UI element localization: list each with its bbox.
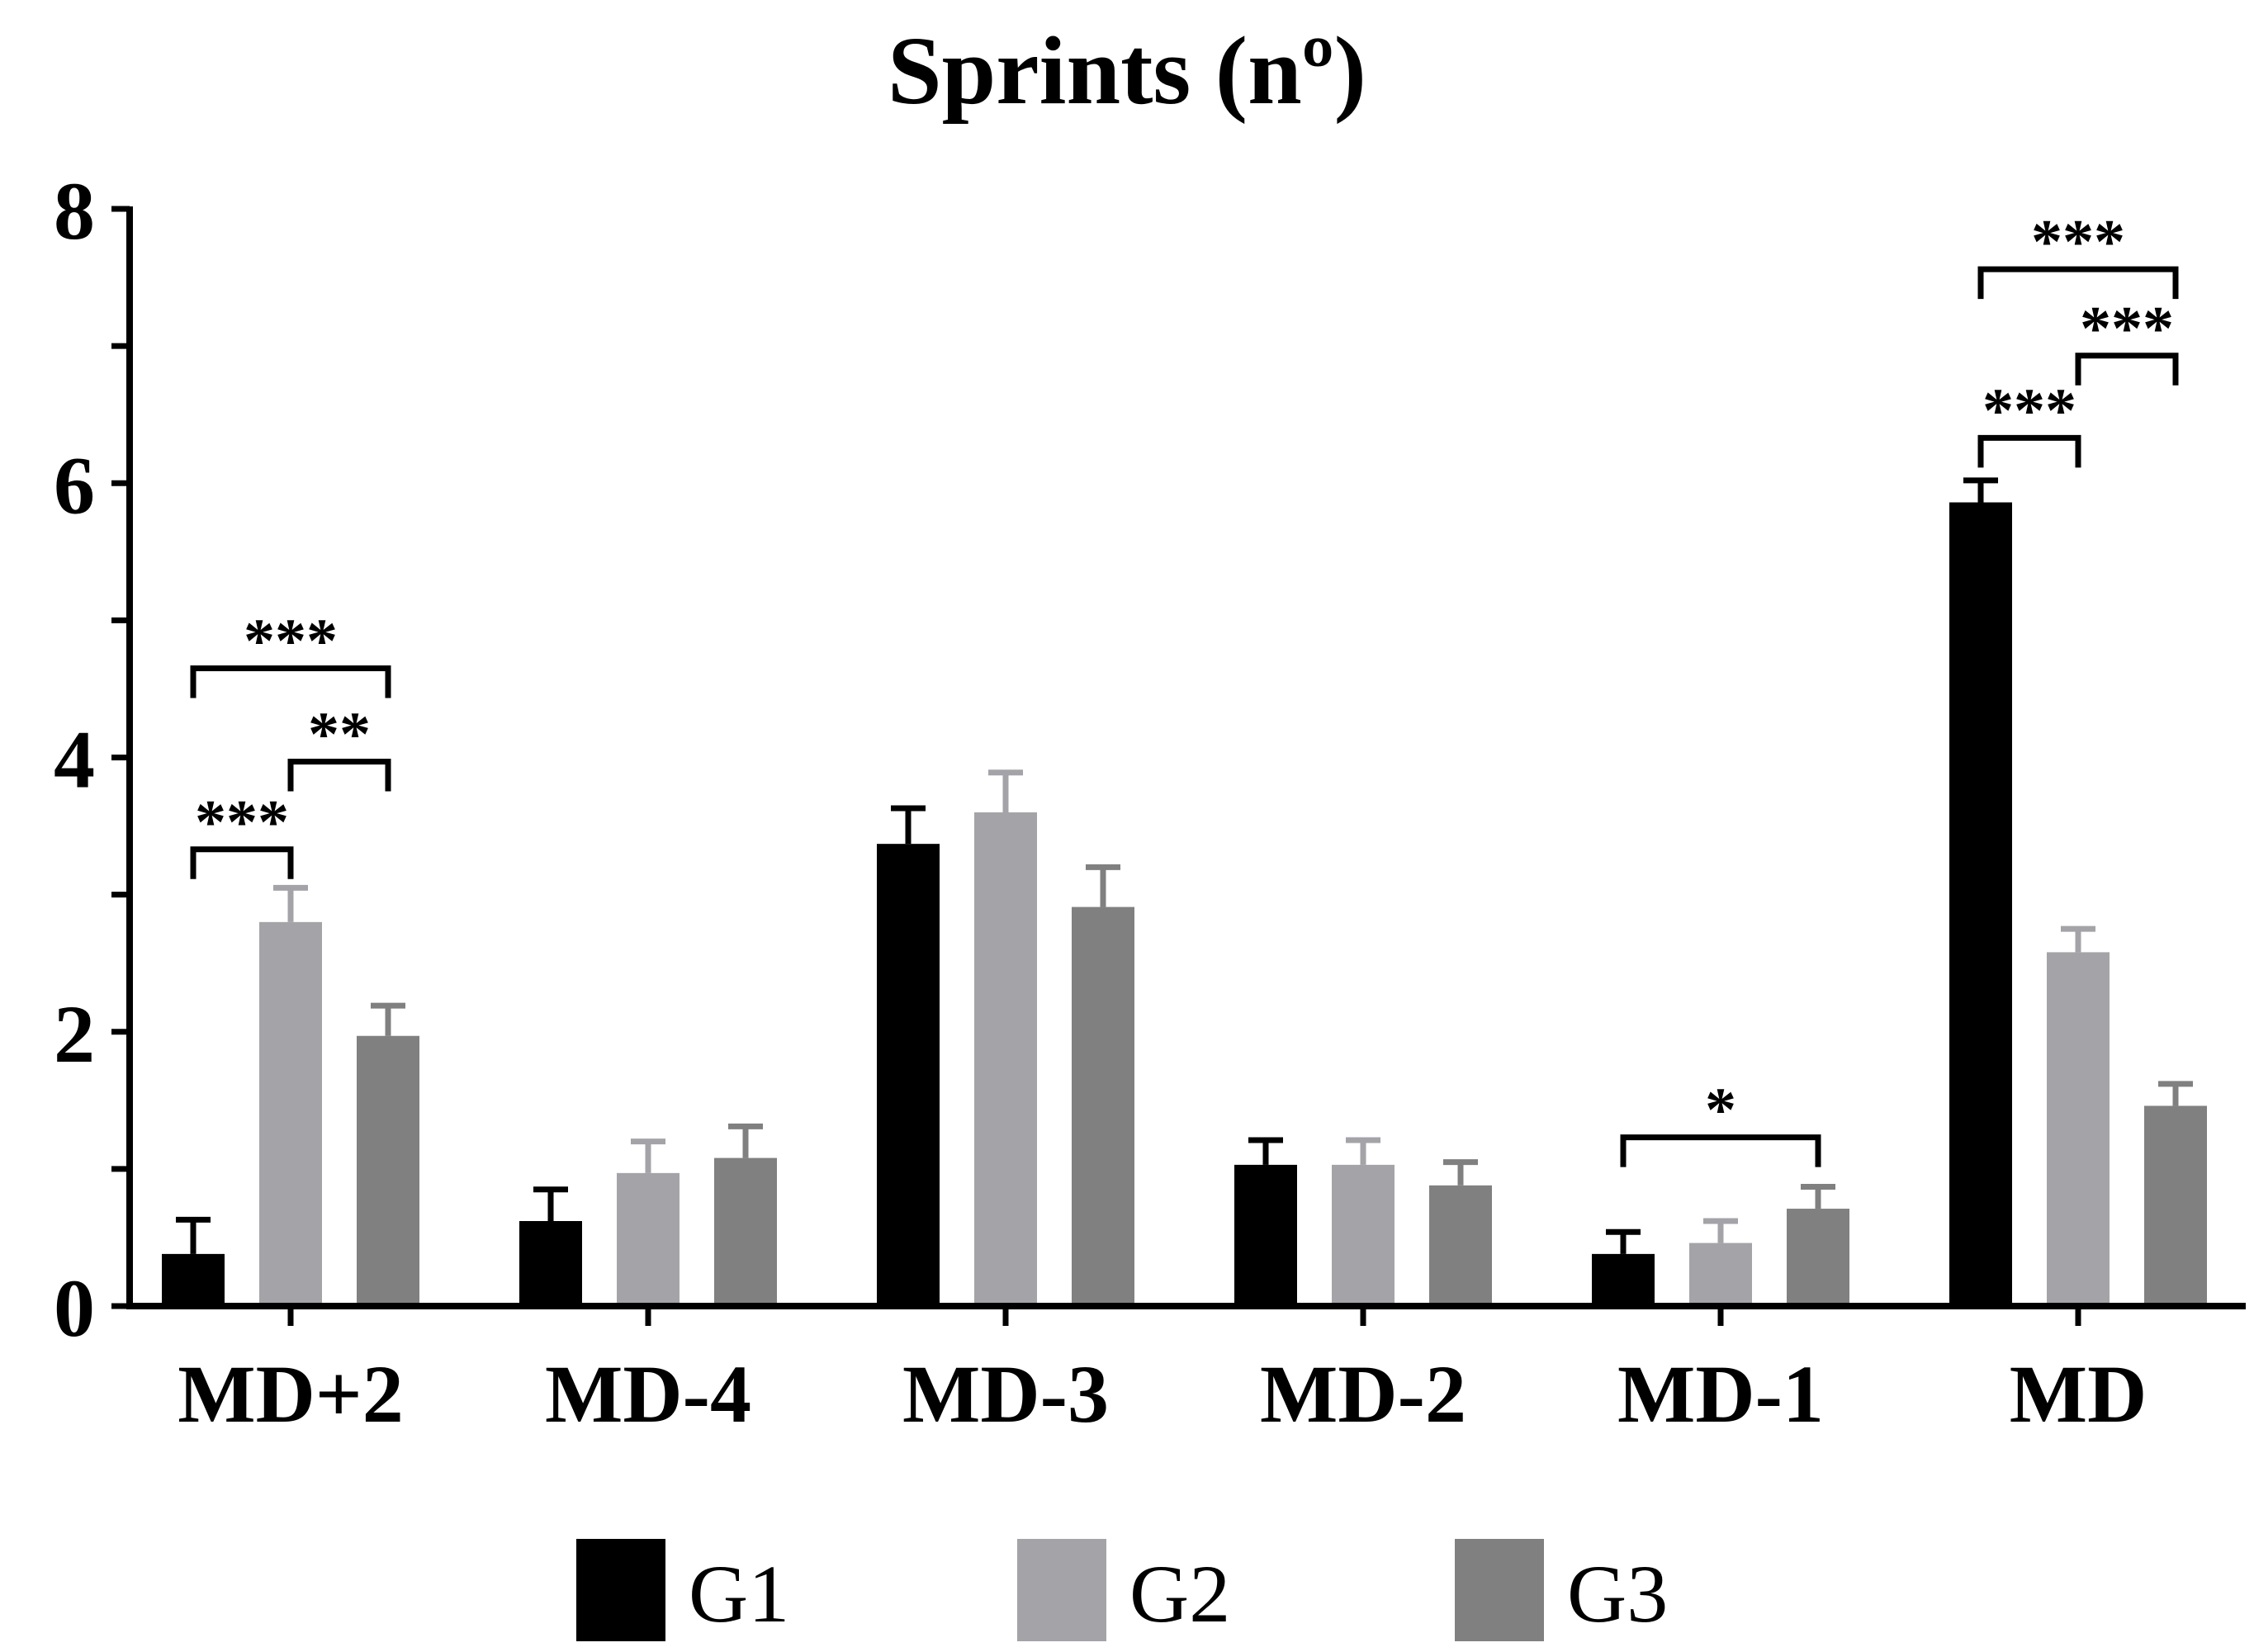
y-tick-label-8: 8 bbox=[54, 165, 95, 257]
legend: G1 G2 G3 bbox=[576, 1539, 1668, 1641]
bar-G3-MD-2 bbox=[1429, 1185, 1492, 1306]
significance-bracket-MD-G1-G3 bbox=[1977, 266, 2179, 300]
bar-G3-MD-4 bbox=[714, 1157, 777, 1306]
legend-swatch-G2 bbox=[1017, 1539, 1106, 1641]
bar-G1-MD-4 bbox=[519, 1221, 582, 1306]
legend-label-G2: G2 bbox=[1129, 1548, 1230, 1640]
bar-G1-MD+2 bbox=[162, 1253, 225, 1306]
significance-bracket-MD-1-G1-G3 bbox=[1620, 1134, 1821, 1167]
significance-label-MD+2-G2-G3: ** bbox=[308, 699, 371, 769]
bar-G2-MD+2 bbox=[259, 921, 322, 1306]
bars-layer bbox=[162, 502, 2207, 1306]
significance-bracket-MD+2-G2-G3 bbox=[287, 758, 391, 792]
x-tick-label-MD: MD bbox=[2010, 1348, 2147, 1440]
bar-G1-MD bbox=[1949, 502, 2012, 1306]
y-tick-label-6: 6 bbox=[54, 439, 95, 531]
legend-label-G1: G1 bbox=[689, 1548, 789, 1640]
bar-G2-MD-3 bbox=[974, 812, 1037, 1306]
bar-G2-MD-4 bbox=[617, 1172, 680, 1306]
legend-swatch-G3 bbox=[1455, 1539, 1544, 1641]
axes-layer: 0 2 4 6 8 MD+2 MD-4 MD-3 MD-2 MD-1 MD bbox=[54, 165, 2246, 1440]
x-tick-label-MD-3: MD-3 bbox=[902, 1348, 1109, 1440]
bar-G2-MD-2 bbox=[1332, 1164, 1395, 1306]
chart-title: Sprints (nº) bbox=[888, 17, 1366, 125]
error-bars-layer bbox=[176, 477, 2193, 1254]
bar-G3-MD bbox=[2144, 1105, 2207, 1306]
bar-G3-MD-1 bbox=[1787, 1209, 1849, 1306]
bar-G1-MD-3 bbox=[877, 844, 940, 1306]
significance-label-MD+2-G1-G2: *** bbox=[195, 788, 289, 857]
y-tick-label-0: 0 bbox=[54, 1262, 95, 1354]
significance-label-MD-G1-G3: *** bbox=[2031, 207, 2125, 277]
y-tick-label-4: 4 bbox=[54, 714, 95, 806]
x-tick-label-MD-2: MD-2 bbox=[1260, 1348, 1466, 1440]
bar-G2-MD bbox=[2047, 952, 2110, 1306]
y-tick-label-2: 2 bbox=[54, 988, 95, 1080]
bar-G3-MD+2 bbox=[357, 1035, 419, 1306]
significance-bracket-MD-G1-G2 bbox=[1977, 434, 2081, 468]
significance-layer: ****************** bbox=[190, 207, 2179, 1167]
bar-G1-MD-2 bbox=[1234, 1164, 1297, 1306]
x-tick-label-MD+2: MD+2 bbox=[178, 1348, 404, 1440]
bar-G3-MD-3 bbox=[1072, 906, 1134, 1306]
significance-label-MD-G2-G3: *** bbox=[2080, 294, 2174, 363]
significance-bracket-MD+2-G1-G3 bbox=[190, 665, 391, 698]
significance-bracket-MD+2-G1-G2 bbox=[190, 846, 294, 879]
x-tick-label-MD-4: MD-4 bbox=[545, 1348, 751, 1440]
significance-label-MD-1-G1-G3: * bbox=[1705, 1076, 1736, 1145]
bar-G1-MD-1 bbox=[1592, 1253, 1655, 1306]
significance-label-MD-G1-G2: *** bbox=[1982, 376, 2076, 445]
legend-swatch-G1 bbox=[576, 1539, 665, 1641]
significance-bracket-MD-G2-G3 bbox=[2075, 353, 2179, 386]
bar-G2-MD-1 bbox=[1689, 1243, 1752, 1306]
x-tick-label-MD-1: MD-1 bbox=[1617, 1348, 1824, 1440]
legend-label-G3: G3 bbox=[1567, 1548, 1668, 1640]
significance-label-MD+2-G1-G3: *** bbox=[244, 607, 338, 676]
